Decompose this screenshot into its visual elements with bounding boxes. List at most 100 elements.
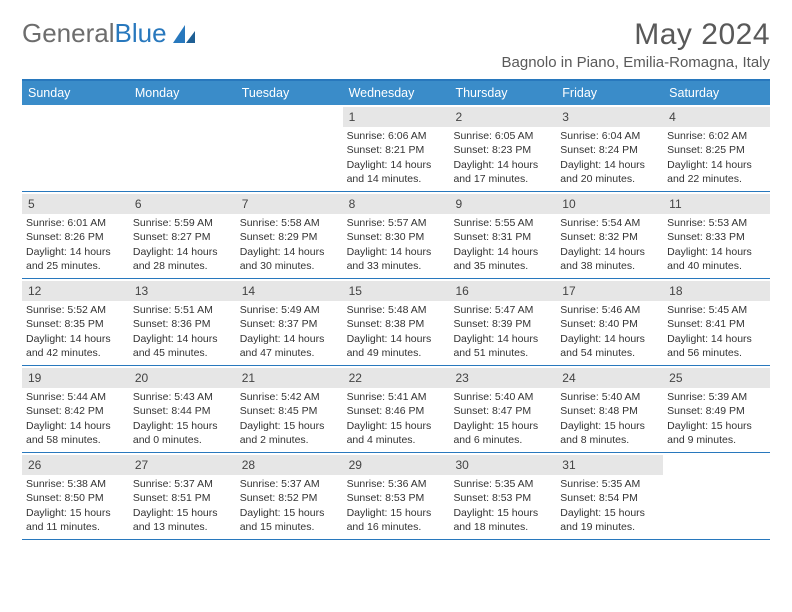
sunset-text: Sunset: 8:38 PM <box>347 317 446 331</box>
day-cell <box>663 453 770 539</box>
day-cell <box>22 105 129 191</box>
daylight-text: Daylight: 15 hours and 0 minutes. <box>133 419 232 447</box>
day-number: 24 <box>556 368 663 388</box>
day-number: 21 <box>236 368 343 388</box>
sunrise-text: Sunrise: 5:36 AM <box>347 477 446 491</box>
sunset-text: Sunset: 8:46 PM <box>347 404 446 418</box>
day-cell: 12Sunrise: 5:52 AMSunset: 8:35 PMDayligh… <box>22 279 129 365</box>
sunrise-text: Sunrise: 5:54 AM <box>560 216 659 230</box>
day-number: 4 <box>663 107 770 127</box>
day-number: 27 <box>129 455 236 475</box>
daylight-text: Daylight: 14 hours and 22 minutes. <box>667 158 766 186</box>
weeks-container: 1Sunrise: 6:06 AMSunset: 8:21 PMDaylight… <box>22 105 770 540</box>
day-cell: 11Sunrise: 5:53 AMSunset: 8:33 PMDayligh… <box>663 192 770 278</box>
day-cell: 15Sunrise: 5:48 AMSunset: 8:38 PMDayligh… <box>343 279 450 365</box>
sunset-text: Sunset: 8:39 PM <box>453 317 552 331</box>
daylight-text: Daylight: 14 hours and 38 minutes. <box>560 245 659 273</box>
sunrise-text: Sunrise: 5:42 AM <box>240 390 339 404</box>
weekday-header: Saturday <box>663 81 770 105</box>
sunset-text: Sunset: 8:47 PM <box>453 404 552 418</box>
day-cell: 8Sunrise: 5:57 AMSunset: 8:30 PMDaylight… <box>343 192 450 278</box>
day-number: 9 <box>449 194 556 214</box>
day-cell: 14Sunrise: 5:49 AMSunset: 8:37 PMDayligh… <box>236 279 343 365</box>
day-cell: 17Sunrise: 5:46 AMSunset: 8:40 PMDayligh… <box>556 279 663 365</box>
daylight-text: Daylight: 14 hours and 54 minutes. <box>560 332 659 360</box>
day-number <box>663 455 770 459</box>
sunset-text: Sunset: 8:41 PM <box>667 317 766 331</box>
week-row: 12Sunrise: 5:52 AMSunset: 8:35 PMDayligh… <box>22 279 770 366</box>
sunrise-text: Sunrise: 5:37 AM <box>240 477 339 491</box>
sunrise-text: Sunrise: 5:40 AM <box>453 390 552 404</box>
daylight-text: Daylight: 15 hours and 13 minutes. <box>133 506 232 534</box>
day-cell: 6Sunrise: 5:59 AMSunset: 8:27 PMDaylight… <box>129 192 236 278</box>
day-number: 25 <box>663 368 770 388</box>
day-number: 2 <box>449 107 556 127</box>
week-row: 19Sunrise: 5:44 AMSunset: 8:42 PMDayligh… <box>22 366 770 453</box>
day-number: 12 <box>22 281 129 301</box>
day-cell: 20Sunrise: 5:43 AMSunset: 8:44 PMDayligh… <box>129 366 236 452</box>
logo-text-2: Blue <box>115 18 167 49</box>
day-number: 3 <box>556 107 663 127</box>
sunset-text: Sunset: 8:37 PM <box>240 317 339 331</box>
header: GeneralBlue May 2024 Bagnolo in Piano, E… <box>22 18 770 71</box>
logo: GeneralBlue <box>22 18 197 49</box>
day-cell: 29Sunrise: 5:36 AMSunset: 8:53 PMDayligh… <box>343 453 450 539</box>
daylight-text: Daylight: 14 hours and 28 minutes. <box>133 245 232 273</box>
day-cell: 3Sunrise: 6:04 AMSunset: 8:24 PMDaylight… <box>556 105 663 191</box>
sunset-text: Sunset: 8:30 PM <box>347 230 446 244</box>
day-cell: 21Sunrise: 5:42 AMSunset: 8:45 PMDayligh… <box>236 366 343 452</box>
week-row: 5Sunrise: 6:01 AMSunset: 8:26 PMDaylight… <box>22 192 770 279</box>
sunrise-text: Sunrise: 6:04 AM <box>560 129 659 143</box>
sunset-text: Sunset: 8:36 PM <box>133 317 232 331</box>
day-number <box>22 107 129 111</box>
sunset-text: Sunset: 8:54 PM <box>560 491 659 505</box>
sunset-text: Sunset: 8:53 PM <box>347 491 446 505</box>
daylight-text: Daylight: 15 hours and 8 minutes. <box>560 419 659 447</box>
day-cell: 23Sunrise: 5:40 AMSunset: 8:47 PMDayligh… <box>449 366 556 452</box>
sunset-text: Sunset: 8:52 PM <box>240 491 339 505</box>
day-cell: 10Sunrise: 5:54 AMSunset: 8:32 PMDayligh… <box>556 192 663 278</box>
day-cell: 9Sunrise: 5:55 AMSunset: 8:31 PMDaylight… <box>449 192 556 278</box>
sunset-text: Sunset: 8:29 PM <box>240 230 339 244</box>
weekday-header: Wednesday <box>343 81 450 105</box>
day-cell: 28Sunrise: 5:37 AMSunset: 8:52 PMDayligh… <box>236 453 343 539</box>
sunset-text: Sunset: 8:26 PM <box>26 230 125 244</box>
day-cell <box>236 105 343 191</box>
location: Bagnolo in Piano, Emilia-Romagna, Italy <box>502 54 770 71</box>
day-cell: 31Sunrise: 5:35 AMSunset: 8:54 PMDayligh… <box>556 453 663 539</box>
day-number: 10 <box>556 194 663 214</box>
day-cell: 30Sunrise: 5:35 AMSunset: 8:53 PMDayligh… <box>449 453 556 539</box>
sunset-text: Sunset: 8:42 PM <box>26 404 125 418</box>
daylight-text: Daylight: 14 hours and 51 minutes. <box>453 332 552 360</box>
daylight-text: Daylight: 14 hours and 42 minutes. <box>26 332 125 360</box>
sunrise-text: Sunrise: 6:01 AM <box>26 216 125 230</box>
daylight-text: Daylight: 14 hours and 33 minutes. <box>347 245 446 273</box>
day-cell: 2Sunrise: 6:05 AMSunset: 8:23 PMDaylight… <box>449 105 556 191</box>
daylight-text: Daylight: 14 hours and 47 minutes. <box>240 332 339 360</box>
day-cell: 13Sunrise: 5:51 AMSunset: 8:36 PMDayligh… <box>129 279 236 365</box>
daylight-text: Daylight: 15 hours and 18 minutes. <box>453 506 552 534</box>
daylight-text: Daylight: 14 hours and 45 minutes. <box>133 332 232 360</box>
day-number: 23 <box>449 368 556 388</box>
logo-sail-icon <box>171 23 197 45</box>
sunrise-text: Sunrise: 5:41 AM <box>347 390 446 404</box>
title-block: May 2024 Bagnolo in Piano, Emilia-Romagn… <box>502 18 770 71</box>
day-number: 14 <box>236 281 343 301</box>
sunset-text: Sunset: 8:51 PM <box>133 491 232 505</box>
sunrise-text: Sunrise: 5:35 AM <box>560 477 659 491</box>
daylight-text: Daylight: 15 hours and 19 minutes. <box>560 506 659 534</box>
weekday-header: Friday <box>556 81 663 105</box>
day-cell: 25Sunrise: 5:39 AMSunset: 8:49 PMDayligh… <box>663 366 770 452</box>
day-number: 15 <box>343 281 450 301</box>
daylight-text: Daylight: 14 hours and 40 minutes. <box>667 245 766 273</box>
logo-text-1: General <box>22 18 115 49</box>
daylight-text: Daylight: 15 hours and 9 minutes. <box>667 419 766 447</box>
day-cell: 19Sunrise: 5:44 AMSunset: 8:42 PMDayligh… <box>22 366 129 452</box>
weekday-header: Sunday <box>22 81 129 105</box>
sunrise-text: Sunrise: 6:06 AM <box>347 129 446 143</box>
daylight-text: Daylight: 15 hours and 4 minutes. <box>347 419 446 447</box>
sunrise-text: Sunrise: 5:44 AM <box>26 390 125 404</box>
sunrise-text: Sunrise: 5:55 AM <box>453 216 552 230</box>
daylight-text: Daylight: 14 hours and 17 minutes. <box>453 158 552 186</box>
sunset-text: Sunset: 8:44 PM <box>133 404 232 418</box>
